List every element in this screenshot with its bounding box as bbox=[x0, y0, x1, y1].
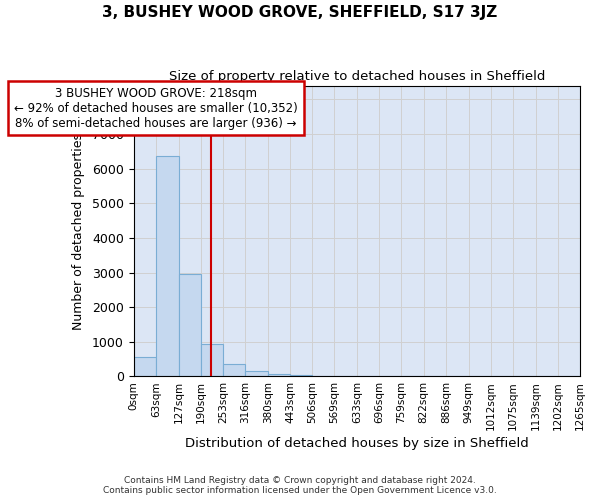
Bar bbox=[268, 374, 290, 376]
Bar bbox=[201, 344, 223, 376]
Y-axis label: Number of detached properties: Number of detached properties bbox=[72, 132, 85, 330]
Bar bbox=[223, 364, 245, 376]
Title: Size of property relative to detached houses in Sheffield: Size of property relative to detached ho… bbox=[169, 70, 545, 83]
Bar bbox=[245, 370, 268, 376]
Bar bbox=[134, 358, 156, 376]
X-axis label: Distribution of detached houses by size in Sheffield: Distribution of detached houses by size … bbox=[185, 437, 529, 450]
Bar bbox=[179, 274, 201, 376]
Text: 3 BUSHEY WOOD GROVE: 218sqm
← 92% of detached houses are smaller (10,352)
8% of : 3 BUSHEY WOOD GROVE: 218sqm ← 92% of det… bbox=[14, 86, 298, 130]
Text: 3, BUSHEY WOOD GROVE, SHEFFIELD, S17 3JZ: 3, BUSHEY WOOD GROVE, SHEFFIELD, S17 3JZ bbox=[103, 5, 497, 20]
Text: Contains HM Land Registry data © Crown copyright and database right 2024.
Contai: Contains HM Land Registry data © Crown c… bbox=[103, 476, 497, 495]
Bar bbox=[290, 374, 312, 376]
Bar bbox=[156, 156, 179, 376]
